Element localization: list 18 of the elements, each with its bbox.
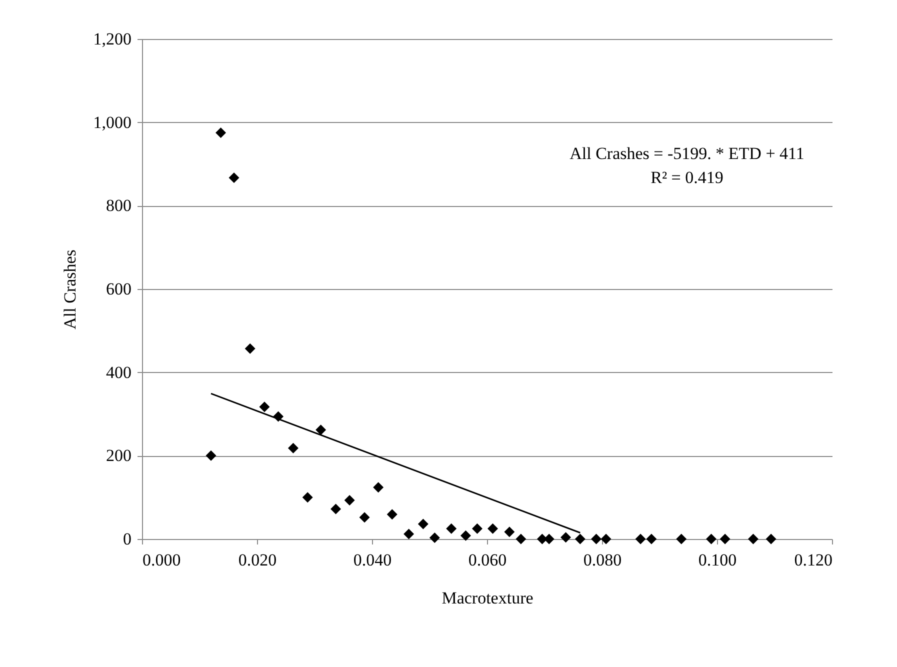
x-tick-label: 0.000 [142, 550, 181, 570]
x-tick-label: 0.060 [468, 550, 507, 570]
y-tick-label: 200 [106, 446, 132, 466]
annotation: All Crashes = -5199. * ETD + 411 [570, 144, 804, 163]
x-tick-label: 0.080 [583, 550, 622, 570]
y-tick-label: 1,200 [93, 30, 132, 48]
x-tick-label: 0.120 [794, 550, 832, 570]
x-tick-label: 0.040 [353, 550, 392, 570]
x-tick-label: 0.100 [698, 550, 737, 570]
y-axis-title: All Crashes [60, 250, 80, 330]
annotation: R² = 0.419 [650, 168, 724, 187]
y-tick-label: 0 [123, 530, 132, 548]
y-tick-label: 600 [106, 280, 132, 298]
x-tick-label: 0.020 [238, 550, 277, 570]
y-tick-label: 400 [106, 362, 132, 382]
x-axis-title: Macrotexture [442, 588, 534, 608]
y-tick-label: 800 [106, 196, 132, 216]
y-tick-label: 1,000 [93, 112, 132, 132]
